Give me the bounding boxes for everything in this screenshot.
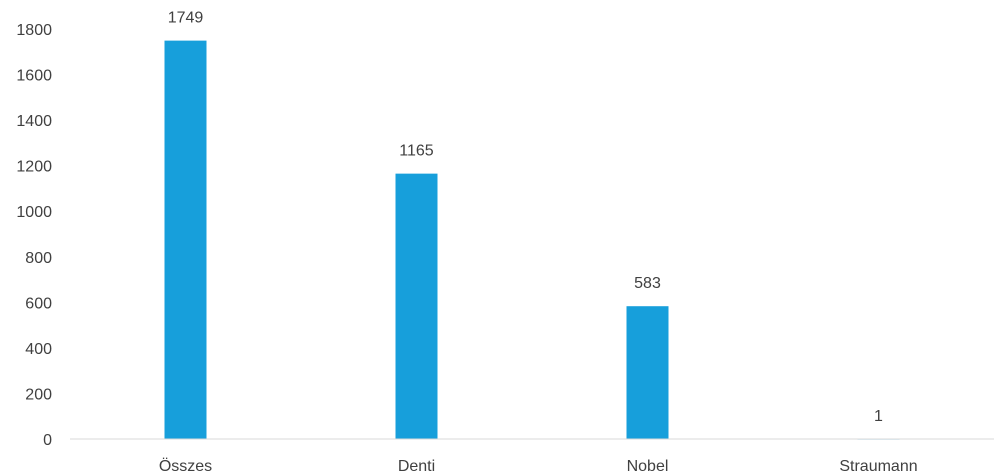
y-axis-ticks: 0 200 400 600 800 1000 1200 1400 1600 1800 [16,22,52,449]
x-category-label: Nobel [627,458,669,475]
data-label: 1165 [399,143,434,160]
y-tick-label: 0 [43,432,52,449]
x-category-label: Denti [398,458,435,475]
y-tick-label: 400 [25,341,52,358]
data-label: 1749 [168,10,204,27]
data-labels: 1749 1165 583 1 [168,10,883,425]
bar [164,40,207,439]
category-labels: Összes Denti Nobel Straumann [159,457,918,475]
data-label: 1 [874,408,883,425]
x-category-label: Összes [159,457,212,475]
y-tick-label: 1000 [16,204,52,221]
y-tick-label: 1600 [16,68,52,85]
x-category-label: Straumann [839,458,917,475]
y-tick-label: 600 [25,295,52,312]
bar [395,173,438,439]
y-tick-label: 1800 [16,22,52,39]
y-tick-label: 800 [25,250,52,267]
data-label: 583 [634,275,661,292]
bar [626,306,669,439]
y-tick-label: 1400 [16,113,52,130]
bars [164,40,900,440]
y-tick-label: 200 [25,386,52,403]
y-tick-label: 1200 [16,159,52,176]
